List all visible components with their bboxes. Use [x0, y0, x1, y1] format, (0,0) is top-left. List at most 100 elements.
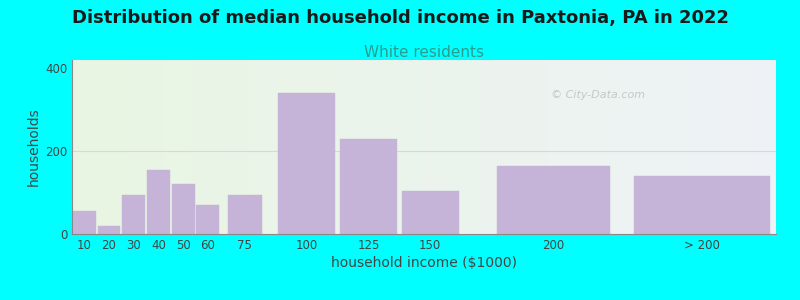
Bar	[744, 60, 748, 234]
Bar	[562, 60, 565, 234]
Bar	[688, 60, 691, 234]
Bar	[738, 60, 741, 234]
Bar	[86, 60, 90, 234]
Bar	[399, 60, 403, 234]
Bar	[533, 60, 537, 234]
Bar	[150, 60, 153, 234]
Bar	[568, 60, 572, 234]
Bar	[480, 60, 484, 234]
Bar	[646, 60, 650, 234]
Bar	[734, 60, 738, 234]
Text: Distribution of median household income in Paxtonia, PA in 2022: Distribution of median household income …	[71, 9, 729, 27]
Bar	[195, 60, 198, 234]
Bar	[452, 60, 456, 234]
Bar	[146, 60, 150, 234]
Bar	[512, 60, 515, 234]
Bar	[597, 60, 600, 234]
Bar	[494, 60, 498, 234]
Bar	[234, 60, 238, 234]
Bar	[339, 60, 343, 234]
Bar	[491, 60, 494, 234]
Bar	[181, 60, 185, 234]
Bar	[773, 60, 776, 234]
Bar	[280, 60, 283, 234]
Bar	[509, 60, 512, 234]
Bar	[547, 60, 550, 234]
Bar	[135, 60, 139, 234]
Bar	[554, 60, 558, 234]
Bar	[579, 60, 582, 234]
Bar	[698, 60, 702, 234]
Bar	[245, 60, 248, 234]
Bar	[445, 60, 449, 234]
Bar	[720, 60, 723, 234]
Bar	[128, 60, 132, 234]
Bar	[726, 60, 730, 234]
Bar	[477, 60, 480, 234]
Bar	[526, 60, 530, 234]
Bar	[449, 60, 452, 234]
Bar	[497, 166, 610, 234]
Bar	[386, 60, 389, 234]
Bar	[685, 60, 688, 234]
Bar	[660, 60, 663, 234]
Bar	[505, 60, 509, 234]
Bar	[632, 60, 635, 234]
Y-axis label: households: households	[26, 108, 41, 186]
Bar	[438, 60, 442, 234]
Bar	[350, 60, 354, 234]
Bar	[364, 60, 368, 234]
Bar	[97, 60, 100, 234]
Bar	[118, 60, 122, 234]
Bar	[286, 60, 290, 234]
Bar	[674, 60, 678, 234]
Bar	[329, 60, 333, 234]
Bar	[667, 60, 670, 234]
Bar	[122, 195, 145, 234]
Bar	[653, 60, 656, 234]
Bar	[73, 211, 96, 234]
Bar	[758, 60, 762, 234]
Bar	[614, 60, 618, 234]
Bar	[638, 60, 642, 234]
Bar	[502, 60, 505, 234]
Bar	[769, 60, 773, 234]
Bar	[530, 60, 533, 234]
Bar	[100, 60, 104, 234]
Bar	[628, 60, 632, 234]
Bar	[210, 60, 213, 234]
Bar	[172, 184, 194, 234]
Bar	[139, 60, 142, 234]
Bar	[621, 60, 625, 234]
Bar	[565, 60, 568, 234]
Bar	[248, 60, 251, 234]
Bar	[582, 60, 586, 234]
Bar	[382, 60, 386, 234]
Bar	[230, 60, 234, 234]
Bar	[197, 205, 219, 234]
Bar	[160, 60, 163, 234]
Bar	[198, 60, 202, 234]
Bar	[107, 60, 110, 234]
Bar	[298, 60, 301, 234]
Bar	[402, 190, 458, 234]
Bar	[748, 60, 751, 234]
Bar	[90, 60, 93, 234]
Bar	[392, 60, 396, 234]
Bar	[374, 60, 378, 234]
Bar	[278, 93, 335, 234]
Bar	[122, 60, 125, 234]
Bar	[603, 60, 607, 234]
Bar	[681, 60, 685, 234]
Bar	[228, 195, 262, 234]
Bar	[487, 60, 491, 234]
Bar	[470, 60, 474, 234]
Bar	[456, 60, 459, 234]
Bar	[82, 60, 86, 234]
Bar	[716, 60, 720, 234]
Bar	[389, 60, 392, 234]
Bar	[251, 60, 255, 234]
Bar	[709, 60, 713, 234]
Bar	[695, 60, 698, 234]
Bar	[202, 60, 206, 234]
